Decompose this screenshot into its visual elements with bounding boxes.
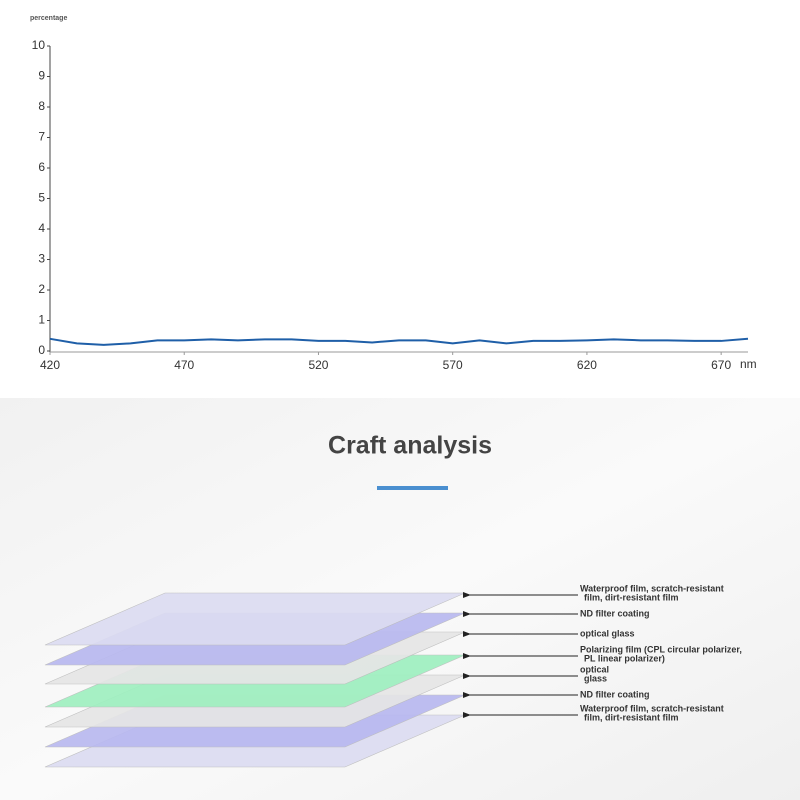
y-tick-label: 4	[38, 221, 45, 235]
layer-label: ND filter coating	[580, 608, 650, 618]
y-tick-label: 7	[38, 130, 45, 144]
layer-label: glass	[584, 673, 607, 683]
y-tick-label: 6	[38, 160, 45, 174]
x-tick-label: 470	[174, 358, 194, 372]
y-tick-label: 1	[38, 313, 45, 327]
layer-label: optical glass	[580, 628, 635, 638]
diagram-title: Craft analysis	[328, 432, 492, 460]
y-tick-label: 0	[38, 343, 45, 357]
x-tick-label: 620	[577, 358, 597, 372]
y-tick-label: 5	[38, 191, 45, 205]
layer-label: Waterproof film, scratch-resistant	[580, 583, 724, 593]
layer-label: Polarizing film (CPL circular polarizer,	[580, 644, 742, 654]
layer-label: optical	[580, 664, 609, 674]
x-tick-label: 420	[40, 358, 60, 372]
layer-label: Waterproof film, scratch-resistant	[580, 703, 724, 713]
x-tick-label: 670	[711, 358, 731, 372]
layer-label: PL linear polarizer)	[584, 653, 665, 663]
layer-label: ND filter coating	[580, 689, 650, 699]
y-tick-label: 2	[38, 282, 45, 296]
layer-label: film, dirt-resistant film	[584, 712, 679, 722]
y-tick-label: 3	[38, 252, 45, 266]
data-line	[49, 337, 749, 346]
x-tick-label: 520	[308, 358, 328, 372]
y-tick-label: 8	[38, 99, 45, 113]
layer-stack	[44, 592, 466, 768]
x-axis-label: nm	[740, 357, 757, 371]
layer-label: film, dirt-resistant film	[584, 592, 679, 602]
y-axis-label: percentage	[30, 15, 67, 22]
title-underline	[377, 486, 448, 490]
y-tick-label: 9	[38, 69, 45, 83]
y-tick-label: 10	[32, 38, 46, 52]
x-tick-label: 570	[443, 358, 463, 372]
